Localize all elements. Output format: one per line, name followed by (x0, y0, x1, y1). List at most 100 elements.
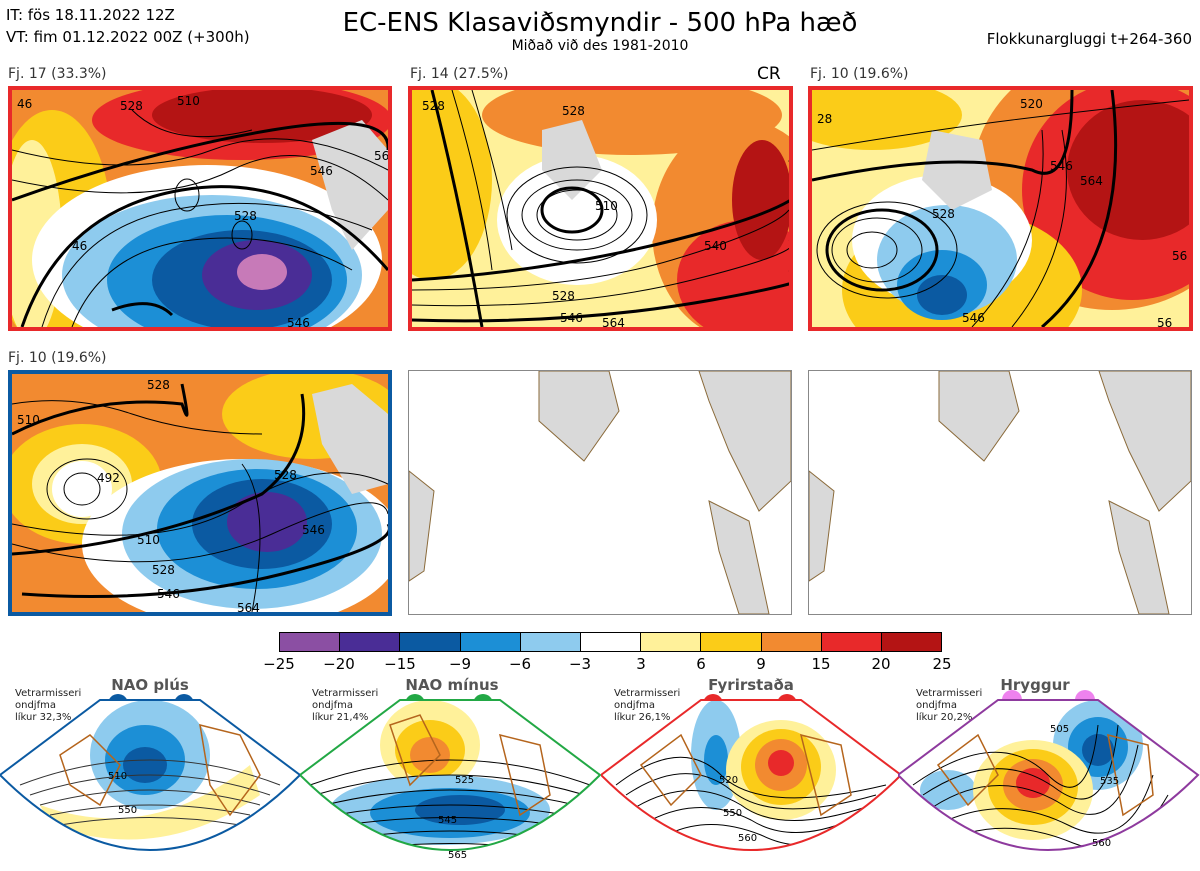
regime-2-title: NAO mínus (405, 676, 499, 694)
panel-2-contour-4: 540 (704, 239, 727, 253)
page-title: EC-ENS Klasaviðsmyndir - 500 hPa hæð (342, 8, 858, 38)
colorbar (279, 632, 942, 652)
panel-4-contour-6: 528 (152, 563, 175, 577)
page-subtitle: Miðað við des 1981-2010 (511, 38, 689, 54)
regime-4-map: 505 535 560 (898, 699, 1200, 851)
colorbar-swatch (400, 633, 461, 651)
panel-2-label: Fj. 14 (27.5%) (410, 66, 509, 82)
regime-1-note-line: líkur 32,3% (15, 712, 72, 723)
regime-2-map: 525 545 565 (300, 699, 602, 861)
regime-4-note-line: ondjfma (916, 700, 957, 711)
regime-4-title: Hryggur (1000, 676, 1070, 694)
colorbar-swatch (280, 633, 341, 651)
regime-1-note-line: Vetrarmisseri (15, 688, 82, 699)
panel-3-contour-7: 546 (962, 311, 985, 325)
panel-4-contour-3: 492 (97, 471, 120, 485)
cluster-map-1: 46 528 510 546 56 528 46 546 (8, 86, 392, 331)
panel-4-contour-8: 546 (157, 587, 180, 601)
initial-time: IT: fös 18.11.2022 12Z (6, 6, 175, 24)
empty-map-1 (408, 370, 792, 615)
colorbar-tick: −15 (384, 655, 416, 673)
panel-3-contour-4: 564 (1080, 174, 1103, 188)
colorbar-tick: −20 (323, 655, 355, 673)
colorbar-tick: −6 (508, 655, 532, 673)
panel-3-contour-1: 520 (1020, 97, 1043, 111)
regime-4-note: Vetrarmisseri ondjfma líkur 20,2% (916, 688, 982, 724)
colorbar-tick: 9 (756, 655, 766, 673)
header-times: IT: fös 18.11.2022 12Z VT: fim 01.12.202… (6, 4, 250, 48)
panel-3-contour-2: 28 (817, 112, 832, 126)
panel-2-contour-7: 564 (602, 316, 625, 327)
panel-1-contour-4: 546 (310, 164, 333, 178)
regime-2-note-line: Vetrarmisseri (312, 688, 379, 699)
regime-4-note-line: líkur 20,2% (916, 712, 973, 723)
panel-2-contour-2: 528 (562, 104, 585, 118)
cluster-map-2: 528 528 510 540 528 546 564 (408, 86, 793, 331)
colorbar-swatch (701, 633, 762, 651)
panel-2-contour-3: 510 (595, 199, 618, 213)
regime-3-note-line: ondjfma (614, 700, 655, 711)
colorbar-swatch (580, 633, 642, 651)
regime-1-note-line: ondjfma (15, 700, 56, 711)
panel-1-contour-5: 56 (374, 149, 388, 163)
panel-4-contour-5: 510 (137, 533, 160, 547)
colorbar-swatch (460, 633, 521, 651)
regime-2-note-line: líkur 21,4% (312, 712, 369, 723)
panel-2-contour-6: 546 (560, 311, 583, 325)
colorbar-swatch (761, 633, 822, 651)
panel-2-tag: CR (757, 64, 781, 84)
colorbar-swatch (520, 633, 581, 651)
regime-1-contour: 550 (118, 805, 137, 816)
regime-4-note-line: Vetrarmisseri (916, 688, 983, 699)
panel-1-contour-2: 528 (120, 99, 143, 113)
regime-2-note-line: ondjfma (312, 700, 353, 711)
colorbar-tick: 3 (636, 655, 646, 673)
regime-2-contour: 565 (448, 850, 467, 861)
regime-1-contour: 510 (108, 771, 127, 782)
regime-1-note: Vetrarmisseri ondjfma líkur 32,3% (15, 688, 81, 724)
panel-4-contour-1: 528 (147, 378, 170, 392)
colorbar-swatch (340, 633, 401, 651)
regime-4-contour: 560 (1092, 838, 1111, 849)
panel-4-contour-7: 546 (302, 523, 325, 537)
panel-4-label: Fj. 10 (19.6%) (8, 350, 107, 366)
colorbar-swatch (641, 633, 702, 651)
panel-1-contour-8: 546 (287, 316, 310, 327)
panel-2-contour-1: 528 (422, 99, 445, 113)
regime-3-title: Fyrirstaða (708, 676, 794, 694)
regime-3-contour: 520 (719, 775, 738, 786)
panel-4-contour-9: 564 (237, 601, 260, 612)
regime-3-note-line: Vetrarmisseri (614, 688, 681, 699)
regime-1-map: 510 550 (0, 699, 302, 851)
colorbar-swatch (821, 633, 882, 651)
regime-3-map: 520 550 560 (601, 699, 903, 851)
panel-3-label: Fj. 10 (19.6%) (810, 66, 909, 82)
classification-window: Flokkunargluggi t+264-360 (986, 30, 1192, 48)
panel-1-contour-7: 46 (72, 239, 87, 253)
panel-3-contour-3: 546 (1050, 159, 1073, 173)
regime-4-contour: 505 (1050, 724, 1069, 735)
regime-2-contour: 525 (455, 775, 474, 786)
panel-1-contour-6: 528 (234, 209, 257, 223)
panel-3-contour-8: 56 (1157, 316, 1172, 327)
regime-3-contour: 560 (738, 833, 757, 844)
regime-3-note-line: líkur 26,1% (614, 712, 671, 723)
regime-3-contour: 550 (723, 808, 742, 819)
regime-1-title: NAO plús (111, 676, 189, 694)
colorbar-tick: 20 (871, 655, 891, 673)
colorbar-swatch (881, 633, 942, 651)
colorbar-tick: −25 (263, 655, 295, 673)
colorbar-tick: 25 (932, 655, 952, 673)
cluster-map-4: 528 510 492 528 510 528 546 546 564 (8, 370, 392, 616)
regime-2-contour: 545 (438, 815, 457, 826)
empty-map-2 (808, 370, 1192, 615)
panel-4-contour-4: 528 (274, 468, 297, 482)
colorbar-tick: 15 (811, 655, 831, 673)
regime-4-contour: 535 (1100, 776, 1119, 787)
panel-1-contour-1: 46 (17, 97, 32, 111)
regime-2-note: Vetrarmisseri ondjfma líkur 21,4% (312, 688, 378, 724)
colorbar-tick: 6 (696, 655, 706, 673)
colorbar-tick: −9 (448, 655, 472, 673)
panel-4-contour-2: 510 (17, 413, 40, 427)
valid-time: VT: fim 01.12.2022 00Z (+300h) (6, 28, 250, 46)
